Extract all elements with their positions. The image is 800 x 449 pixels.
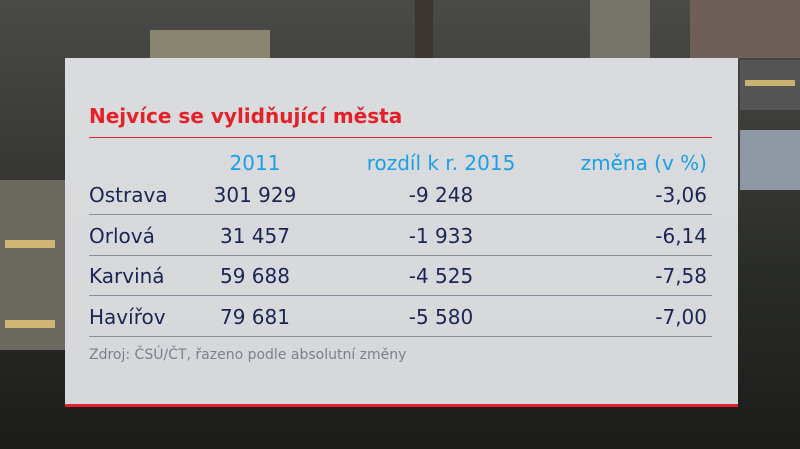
table-cell: -7,00 [655, 304, 707, 329]
row-separator [89, 254, 712, 256]
building [690, 0, 800, 58]
city-name: Orlová [89, 223, 155, 248]
title: Nejvíce se vylidňující města [89, 104, 403, 128]
table-cell: -4 525 [408, 264, 474, 288]
table-cell: 31 457 [220, 223, 290, 248]
table-cell: 301 929 [213, 183, 297, 207]
table-panel [65, 58, 738, 407]
source-note: Zdroj: ČSÚ/ČT, řazeno podle absolutní zm… [89, 347, 407, 363]
city-name: Karviná [89, 264, 165, 288]
window-light [745, 80, 795, 86]
row-separator [89, 335, 712, 337]
building [590, 0, 650, 58]
table-cell: -3,06 [655, 183, 707, 207]
building [150, 30, 270, 58]
city-name: Havířov [89, 304, 166, 329]
table-cell: 79 681 [220, 304, 290, 329]
city-name: Ostrava [89, 183, 168, 207]
row-separator [89, 295, 712, 296]
window-light [5, 320, 55, 328]
table-cell: 59 688 [220, 264, 290, 288]
column-header: změna (v %) [580, 151, 707, 175]
row-separator [89, 214, 712, 215]
title-rule [89, 137, 712, 138]
tower [415, 0, 433, 58]
table-cell: -1 933 [408, 223, 474, 248]
window-light [5, 240, 55, 248]
table-cell: -6,14 [655, 223, 707, 248]
column-header: 2011 [229, 151, 281, 175]
table-cell: -9 248 [408, 183, 474, 207]
table-cell: -7,58 [655, 264, 707, 288]
column-header: rozdíl k r. 2015 [366, 151, 516, 175]
table-cell: -5 580 [408, 304, 474, 329]
building [740, 130, 800, 190]
